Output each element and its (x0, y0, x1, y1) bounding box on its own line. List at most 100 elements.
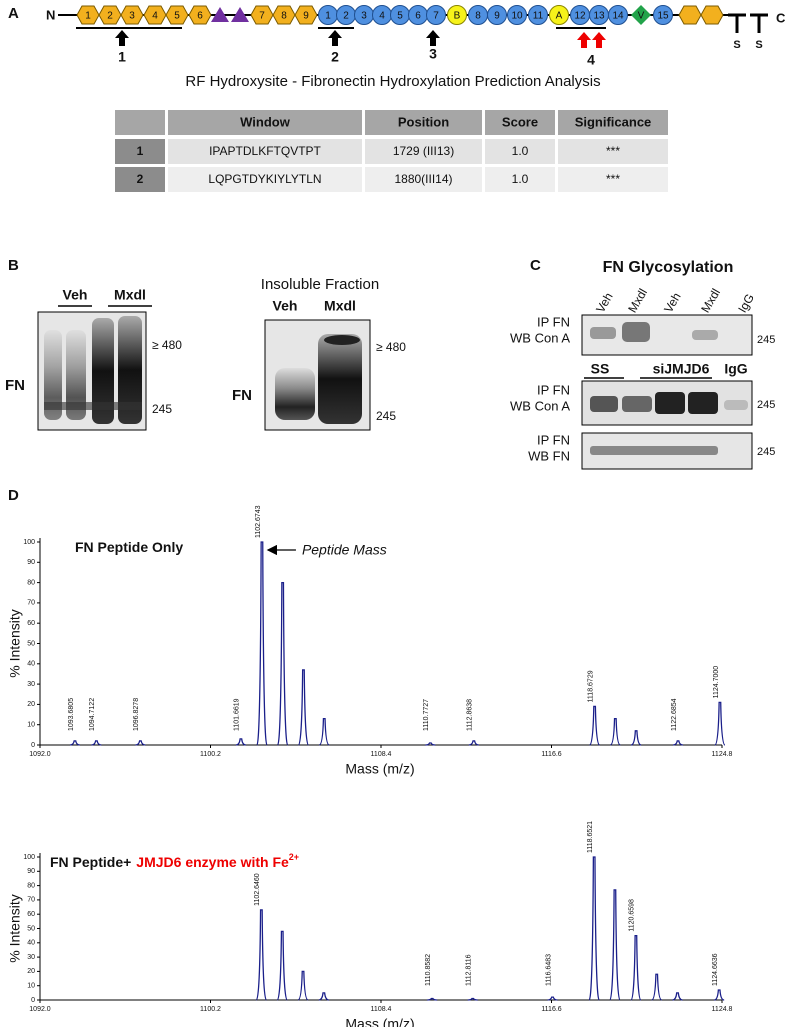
peak (609, 889, 621, 1001)
domain-label: 8 (475, 11, 481, 22)
peak (318, 717, 330, 746)
table-header: Significance (575, 114, 652, 129)
wb-label: WB Con A (510, 398, 570, 413)
x-tick-label: 1092.0 (29, 1006, 51, 1013)
type-i-domain (188, 5, 212, 25)
domain-label: 14 (612, 11, 624, 22)
type-i-domain (294, 5, 318, 25)
table-cell (485, 139, 555, 164)
peak (467, 997, 478, 1001)
y-tick-label: 10 (27, 983, 35, 990)
peak (651, 973, 662, 1001)
x-tick-label: 1124.8 (712, 1006, 733, 1013)
table-cell-text: IPAPTDLKFTQVTPT (209, 144, 321, 158)
domain-label: B (454, 11, 461, 22)
table-header-cell (115, 110, 165, 135)
prediction-table: Window Position Score Significance 1 IPAPTDLK… (115, 110, 668, 192)
peak (714, 701, 726, 746)
y-tick-label: 10 (27, 722, 35, 729)
table-cell-text: 1.0 (512, 172, 529, 186)
site-number: 2 (331, 49, 339, 65)
table-header: Position (398, 114, 449, 129)
table-cell-text: 1 (137, 144, 144, 158)
domain-label: 2 (343, 11, 349, 22)
peak-label: 1102.6460 (254, 873, 261, 906)
lane-label: Mxdl (698, 286, 723, 315)
chart-title: FN Peptide+ JMJD6 enzyme with Fe2+ (50, 852, 299, 869)
table-cell-text: LQPGTDYKIYLYTLN (208, 172, 321, 186)
peak (468, 740, 479, 746)
peak (256, 541, 268, 746)
y-tick-label: 20 (27, 701, 35, 708)
y-tick-label: 80 (27, 579, 35, 586)
peak-label: 1122.6854 (671, 698, 678, 731)
y-tick-label: 100 (23, 539, 35, 546)
type-iii-domain (528, 5, 548, 25)
table-cell-text: 1729 (III13) (393, 144, 454, 158)
peak (588, 856, 600, 1001)
western-blot (37, 311, 147, 431)
type-i-domain (700, 5, 724, 25)
type-iii-domain (507, 5, 527, 25)
domain-label: 3 (129, 11, 135, 22)
y-tick-label: 0 (31, 742, 35, 749)
table-cell-text: 1.0 (512, 144, 529, 158)
peak-label: 1093.6805 (68, 698, 75, 731)
marker-label: 245 (757, 334, 775, 346)
domain-label: 1 (325, 11, 331, 22)
table-cell (168, 139, 362, 164)
peak-label: 1102.6743 (255, 505, 262, 538)
x-tick-label: 1116.6 (541, 751, 561, 758)
peak (547, 996, 558, 1001)
peak (276, 930, 288, 1001)
group-label: SS (591, 361, 610, 377)
peak-label: 1110.7727 (423, 699, 430, 731)
protein-label: FN (232, 387, 252, 404)
peak-label: 1110.8582 (425, 954, 432, 986)
ip-label: IP FN (537, 432, 570, 447)
peak (297, 669, 310, 746)
extra-domain (447, 5, 467, 25)
peak (427, 997, 438, 1001)
table-header: Window (240, 114, 291, 129)
x-tick-label: 1100.2 (200, 751, 221, 758)
table-header-cell (558, 110, 668, 135)
domain-label: 11 (533, 11, 544, 22)
peak (297, 970, 309, 1001)
domain-label: 7 (433, 11, 439, 22)
table-header-cell (168, 110, 362, 135)
peak (318, 992, 329, 1001)
lane-label: Veh (593, 290, 615, 315)
type-iii-domain (653, 5, 673, 25)
peak (630, 730, 642, 746)
type-i-domain (165, 5, 189, 25)
table-cell-text: 2 (137, 172, 144, 186)
table-cell (485, 167, 555, 192)
cysteine-tail (728, 13, 768, 33)
panel-letter: B (8, 257, 19, 274)
peak-label: 1118.6521 (587, 821, 594, 853)
table-header-cell (485, 110, 555, 135)
ip-label: IP FN (537, 314, 570, 329)
y-tick-label: 60 (27, 911, 35, 918)
peak (589, 705, 600, 746)
table-cell (365, 139, 482, 164)
y-tick-label: 70 (27, 600, 35, 607)
y-tick-label: 60 (27, 620, 35, 627)
chart-title-highlight: JMJD6 enzyme with Fe (136, 854, 289, 870)
domain-label: 4 (152, 11, 158, 22)
table-cell-text: 1880(III14) (394, 172, 452, 186)
lane-labels: Veh Mxdl Veh Mxdl IgG (593, 286, 757, 315)
type-i-domain (120, 5, 144, 25)
variable-domain (631, 5, 651, 25)
table-cell (558, 167, 668, 192)
site-number: 1 (118, 49, 126, 65)
n-terminus: N (46, 7, 55, 22)
x-axis-label: Mass (m/z) (345, 761, 414, 777)
peak (610, 717, 621, 746)
y-tick-label: 80 (27, 882, 35, 889)
x-tick-label: 1100.2 (200, 1006, 221, 1013)
panel-letter: A (8, 5, 19, 22)
